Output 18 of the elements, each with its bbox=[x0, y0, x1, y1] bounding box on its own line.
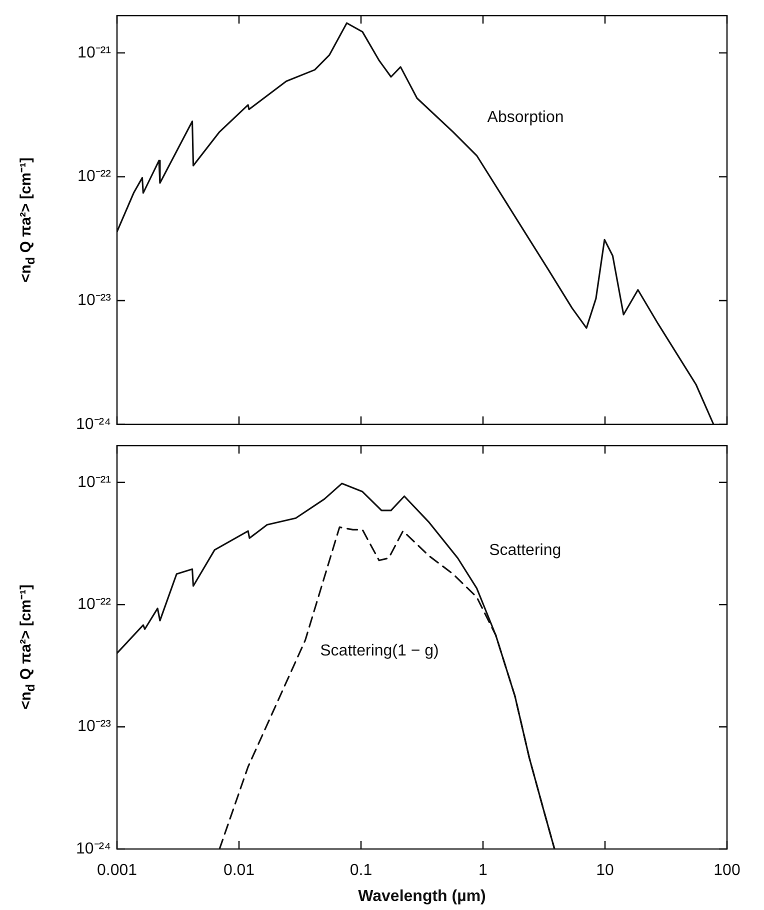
x-tick-label: 1 bbox=[478, 862, 488, 880]
x-tick-label: 0.01 bbox=[223, 862, 255, 880]
x-tick-label: 100 bbox=[714, 862, 740, 880]
x-tick-label: 0.1 bbox=[350, 862, 372, 880]
y-tick-label: 10⁻²³ bbox=[78, 292, 112, 309]
y-tick-label: 10⁻²² bbox=[78, 596, 112, 613]
y-tick-label: 10⁻²³ bbox=[78, 718, 112, 736]
series-label: Scattering(1 − g) bbox=[320, 642, 439, 660]
x-axis-title: Wavelength (µm) bbox=[358, 888, 486, 905]
series-label: Scattering bbox=[489, 542, 562, 559]
y-tick-label: 10⁻²⁴ bbox=[76, 840, 112, 858]
y-tick-label: 10⁻²¹ bbox=[78, 44, 111, 62]
x-tick-label: 0.001 bbox=[96, 862, 138, 880]
y-tick-label: 10⁻²¹ bbox=[78, 474, 111, 491]
y-tick-label: 10⁻²⁴ bbox=[76, 416, 112, 433]
x-tick-label: 10 bbox=[596, 862, 614, 880]
y-tick-label: 10⁻²² bbox=[78, 168, 112, 186]
series-label: Absorption bbox=[487, 109, 564, 126]
